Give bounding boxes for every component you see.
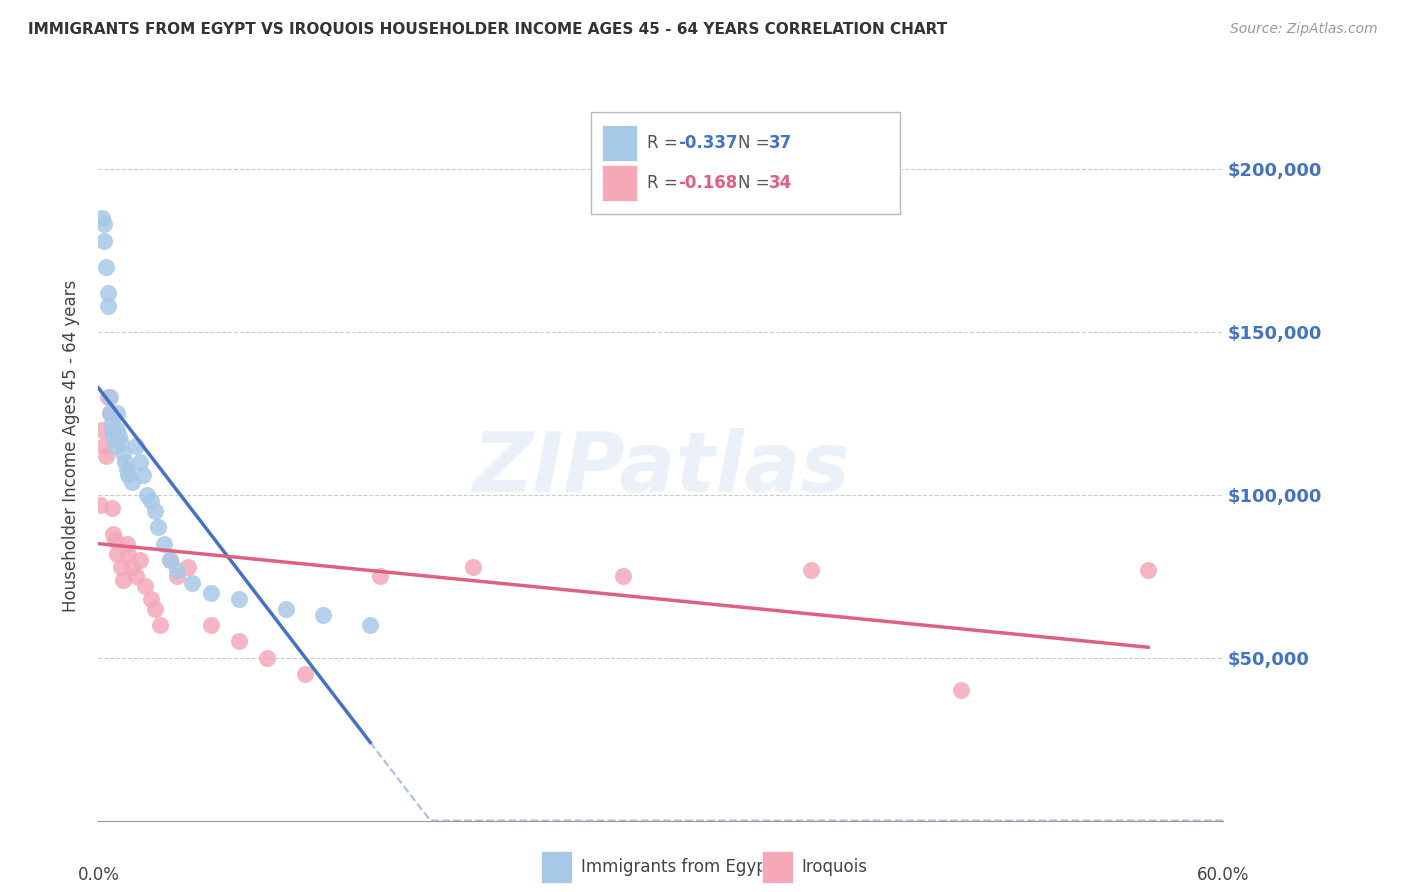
Point	[143, 602, 166, 616]
Point	[98, 406, 121, 420]
Point	[121, 559, 143, 574]
Point	[115, 537, 138, 551]
Point	[100, 423, 122, 437]
Point	[134, 579, 156, 593]
Point	[121, 475, 143, 489]
Point	[105, 406, 128, 420]
Text: 0.0%: 0.0%	[77, 866, 120, 884]
Point	[143, 504, 166, 518]
Text: Iroquois: Iroquois	[801, 858, 868, 876]
Point	[97, 390, 120, 404]
Point	[111, 573, 134, 587]
Point	[94, 449, 117, 463]
Point	[136, 488, 159, 502]
Text: Source: ZipAtlas.com: Source: ZipAtlas.com	[1230, 22, 1378, 37]
Text: Immigrants from Egypt: Immigrants from Egypt	[581, 858, 773, 876]
Text: ZIPatlas: ZIPatlas	[472, 428, 849, 509]
Point	[368, 569, 391, 583]
Point	[100, 500, 122, 515]
Point	[111, 445, 134, 459]
Point	[93, 218, 115, 232]
Point	[359, 618, 381, 632]
Point	[128, 553, 150, 567]
Point	[115, 462, 138, 476]
Point	[800, 563, 823, 577]
Point	[98, 390, 121, 404]
Point	[256, 650, 278, 665]
Point	[110, 559, 132, 574]
Point	[294, 667, 316, 681]
Point	[312, 608, 335, 623]
Point	[103, 429, 125, 443]
Point	[117, 547, 139, 561]
Point	[153, 537, 176, 551]
Text: R =: R =	[647, 174, 683, 192]
Text: 37: 37	[769, 134, 793, 152]
Point	[148, 520, 170, 534]
Point	[181, 575, 204, 590]
Text: R =: R =	[647, 134, 683, 152]
Point	[1137, 563, 1160, 577]
Point	[105, 423, 128, 437]
Point	[93, 234, 115, 248]
Point	[100, 416, 122, 430]
Point	[200, 585, 222, 599]
Point	[612, 569, 634, 583]
Point	[103, 527, 125, 541]
Text: N =: N =	[738, 134, 775, 152]
Point	[98, 406, 121, 420]
Text: N =: N =	[738, 174, 775, 192]
Point	[125, 569, 148, 583]
Point	[97, 299, 120, 313]
Point	[159, 553, 181, 567]
Point	[128, 455, 150, 469]
Point	[94, 260, 117, 274]
Point	[949, 683, 972, 698]
Point	[108, 429, 131, 443]
Point	[228, 592, 250, 607]
Point	[114, 455, 136, 469]
Text: 34: 34	[769, 174, 793, 192]
Point	[166, 563, 188, 577]
Point	[149, 618, 172, 632]
Point	[93, 439, 115, 453]
Point	[105, 547, 128, 561]
Point	[110, 435, 132, 450]
Point	[159, 553, 181, 567]
Point	[177, 559, 200, 574]
Point	[104, 439, 127, 453]
Point	[97, 285, 120, 300]
Point	[89, 498, 111, 512]
Point	[139, 592, 162, 607]
Point	[132, 468, 155, 483]
Point	[125, 439, 148, 453]
Point	[104, 533, 127, 548]
Text: 60.0%: 60.0%	[1197, 866, 1250, 884]
Text: -0.337: -0.337	[678, 134, 737, 152]
Text: -0.168: -0.168	[678, 174, 737, 192]
Point	[200, 618, 222, 632]
Text: IMMIGRANTS FROM EGYPT VS IROQUOIS HOUSEHOLDER INCOME AGES 45 - 64 YEARS CORRELAT: IMMIGRANTS FROM EGYPT VS IROQUOIS HOUSEH…	[28, 22, 948, 37]
Point	[228, 634, 250, 648]
Point	[166, 569, 188, 583]
Point	[463, 559, 485, 574]
Point	[274, 602, 297, 616]
Point	[91, 211, 114, 225]
Y-axis label: Householder Income Ages 45 - 64 years: Householder Income Ages 45 - 64 years	[62, 280, 80, 612]
Point	[91, 423, 114, 437]
Point	[139, 494, 162, 508]
Point	[117, 468, 139, 483]
